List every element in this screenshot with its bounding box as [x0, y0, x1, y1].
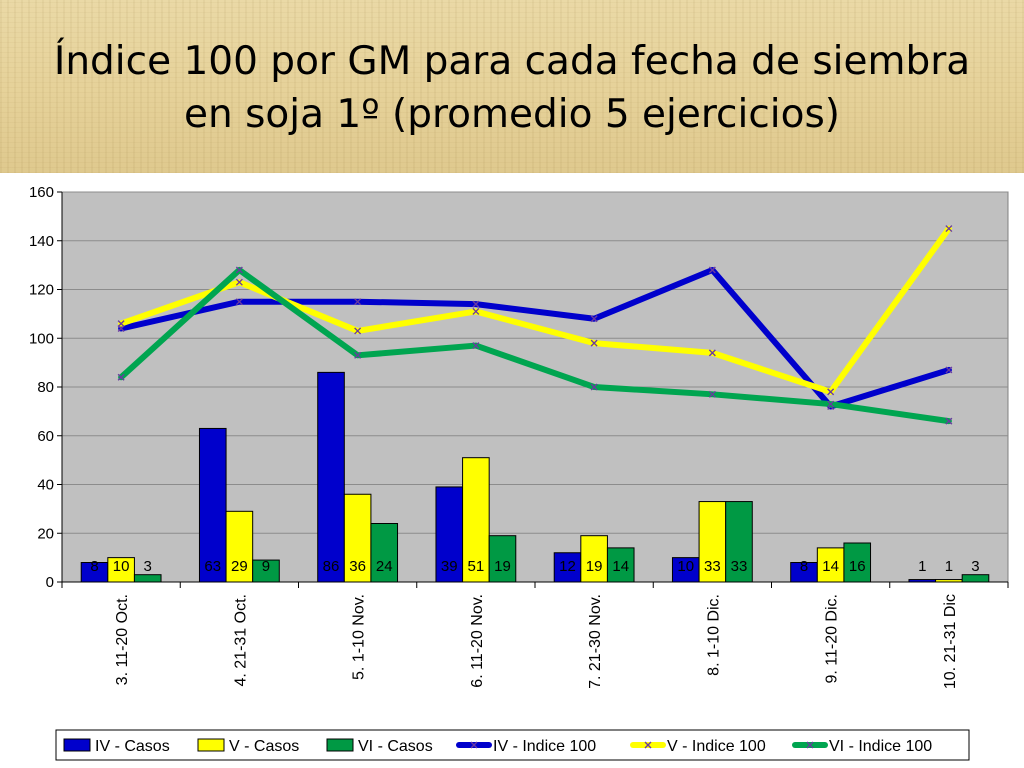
line-vi-indice-100 — [118, 267, 952, 425]
slide-title: Índice 100 por GM para cada fecha de sie… — [53, 39, 971, 137]
point-marker — [708, 349, 716, 357]
category-label: 9. 11-20 Dic. — [824, 594, 841, 684]
data-label: 33 — [704, 558, 721, 575]
data-label: 12 — [559, 558, 576, 575]
legend-label-v-indice-100: V - Indice 100 — [667, 738, 766, 755]
y-tick-label: 20 — [37, 525, 54, 542]
data-label: 19 — [586, 558, 603, 575]
bar-v-casos — [225, 510, 254, 583]
data-label: 24 — [376, 558, 393, 575]
y-tick-label: 100 — [29, 330, 54, 347]
point-marker — [117, 373, 125, 381]
data-labels: 8 10 3 63 29 9 86 36 24 39 51 19 12 19 14 10 33 33 8 14 16 1 1… — [90, 558, 979, 575]
point-marker — [117, 320, 125, 328]
data-label: 1 — [918, 558, 926, 575]
data-label: 39 — [441, 558, 458, 575]
legend-swatch-iv-casos — [63, 738, 91, 752]
data-label: 3 — [971, 558, 979, 575]
legend-swatch-vi-casos — [326, 738, 354, 752]
data-label: 86 — [323, 558, 340, 575]
bar-vi-casos — [370, 523, 399, 583]
y-tick-label: 120 — [29, 282, 54, 299]
bar-vi-casos — [606, 547, 635, 583]
point-marker — [827, 400, 835, 408]
bar-vi-casos — [133, 574, 162, 583]
legend-label-iv-indice-100: IV - Indice 100 — [493, 738, 596, 755]
point-marker — [827, 388, 835, 396]
point-marker — [472, 300, 480, 308]
bar-vi-casos — [961, 574, 990, 583]
point-marker — [590, 339, 598, 347]
category-label: 7. 21-30 Nov. — [587, 594, 604, 689]
y-tick-label: 80 — [37, 379, 54, 396]
category-label: 3. 11-20 Oct. — [114, 594, 131, 685]
legend-marker — [806, 741, 814, 749]
title-banner: Índice 100 por GM para cada fecha de sie… — [0, 0, 1024, 173]
point-marker — [708, 390, 716, 398]
data-label: 10 — [677, 558, 694, 575]
y-tick-label: 160 — [29, 184, 54, 201]
legend-marker — [644, 741, 652, 749]
point-marker — [235, 266, 243, 274]
data-label: 29 — [231, 558, 248, 575]
data-label: 8 — [800, 558, 808, 575]
data-label: 8 — [90, 558, 98, 575]
data-label: 51 — [468, 558, 485, 575]
lines — [117, 225, 953, 425]
point-marker — [235, 298, 243, 306]
bar-v-casos — [816, 547, 845, 583]
data-label: 3 — [144, 558, 152, 575]
bar-vi-casos — [725, 501, 753, 583]
bar-v-casos — [580, 535, 608, 583]
point-marker — [472, 342, 480, 350]
y-tick-label: 40 — [37, 477, 54, 494]
y-tick-label: 60 — [37, 428, 54, 445]
point-marker — [354, 298, 362, 306]
data-label: 14 — [822, 558, 839, 575]
bars — [80, 371, 990, 583]
bar-iv-casos — [198, 427, 227, 583]
legend-marker — [470, 741, 478, 749]
data-label: 33 — [731, 558, 748, 575]
bar-iv-casos — [435, 486, 464, 583]
bar-vi-casos — [843, 542, 872, 583]
legend-swatch-v-casos — [197, 738, 225, 752]
data-label: 1 — [945, 558, 953, 575]
category-label: 5. 1-10 Nov. — [351, 594, 368, 680]
y-tick-label: 140 — [29, 233, 54, 250]
category-label: 6. 11-20 Nov. — [469, 594, 486, 688]
point-marker — [354, 351, 362, 359]
bar-iv-casos — [317, 371, 345, 583]
data-label: 19 — [494, 558, 511, 575]
point-marker — [354, 327, 362, 335]
point-marker — [590, 383, 598, 391]
point-marker — [235, 278, 243, 286]
bar-vi-casos — [488, 535, 517, 583]
category-label: 8. 1-10 Dic. — [705, 594, 722, 676]
data-label: 9 — [262, 558, 270, 575]
bar-v-casos — [107, 557, 135, 583]
data-label: 14 — [612, 558, 629, 575]
point-marker — [472, 307, 480, 315]
legend-label-vi-indice-100: VI - Indice 100 — [829, 738, 932, 755]
axes: 0 20 40 60 80 100 120 140 160 3. 11-20 Oct. 4. 21-… — [29, 184, 1009, 689]
point-marker — [590, 315, 598, 323]
y-tick-label: 0 — [46, 574, 54, 591]
legend-label-vi-casos: VI - Casos — [358, 738, 433, 755]
legend-label-v-casos: V - Casos — [229, 738, 299, 755]
category-label: 4. 21-31 Oct. — [232, 594, 249, 687]
category-label: 10. 21-31 Dic — [942, 594, 959, 689]
data-label: 36 — [349, 558, 366, 575]
point-marker — [945, 366, 953, 374]
data-label: 10 — [113, 558, 130, 575]
point-marker — [945, 417, 953, 425]
data-label: 16 — [849, 558, 866, 575]
point-marker — [945, 225, 953, 233]
legend-label-iv-casos: IV - Casos — [95, 738, 170, 755]
chart: 0 20 40 60 80 100 120 140 160 3. 11-20 Oct. 4. 21-… — [0, 173, 1024, 768]
data-label: 63 — [204, 558, 221, 575]
legend: IV - Casos V - Casos VI - Casos IV - Indice… — [55, 729, 970, 761]
line-v-indice-100 — [118, 225, 952, 395]
point-marker — [708, 266, 716, 274]
